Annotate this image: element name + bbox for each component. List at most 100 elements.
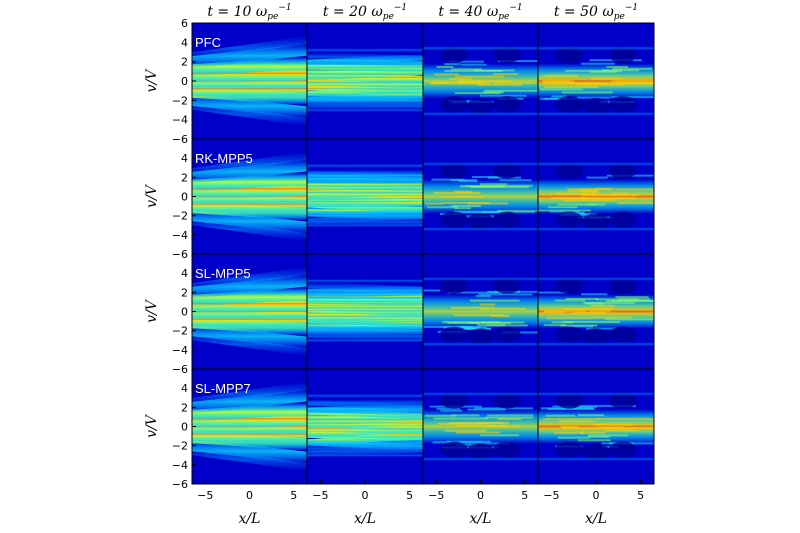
heatmap-panel — [422, 368, 539, 485]
phase-space-hole — [493, 441, 521, 458]
turbulent-band — [423, 405, 538, 449]
filament — [307, 453, 423, 458]
filament — [573, 406, 597, 409]
filament — [581, 293, 608, 296]
phase-space-hole — [582, 213, 610, 230]
filament — [449, 326, 487, 329]
turbulent-band — [538, 404, 654, 448]
filament — [538, 391, 654, 396]
filament — [538, 342, 654, 347]
filament — [589, 310, 611, 313]
filament — [553, 431, 584, 434]
filament — [456, 443, 477, 446]
filament — [538, 161, 654, 166]
filament — [477, 83, 522, 86]
filament — [423, 457, 538, 462]
filament — [543, 311, 565, 314]
y-tick-label: 4 — [181, 36, 188, 49]
filament — [451, 68, 483, 71]
filament — [547, 206, 578, 209]
filament — [587, 203, 606, 206]
method-label: PFC — [195, 35, 221, 50]
phase-space-hole — [493, 46, 521, 64]
filament — [560, 324, 598, 327]
filament — [436, 407, 460, 410]
filament — [487, 324, 528, 327]
filament — [554, 299, 586, 302]
beam-stripe — [192, 266, 307, 292]
filament — [540, 88, 583, 91]
y-tick-label: −2 — [172, 325, 188, 338]
y-axis-label: v/V — [144, 298, 160, 323]
beam-stripe — [192, 274, 307, 299]
filament — [555, 192, 597, 195]
filament — [542, 418, 598, 421]
x-tick-label: 5 — [637, 489, 644, 502]
filament — [441, 202, 490, 205]
method-label: SL-MPP7 — [195, 381, 251, 396]
filament — [580, 62, 615, 65]
x-axis-label: x/L — [354, 511, 376, 527]
filament — [578, 414, 604, 417]
y-tick-label: 0 — [181, 421, 188, 434]
filament — [616, 188, 654, 191]
filament — [433, 417, 488, 420]
phase-space-hole — [493, 162, 521, 179]
filament — [485, 416, 534, 419]
phase-space-hole — [608, 96, 637, 113]
filament — [605, 318, 654, 321]
turbulent-band — [423, 289, 538, 334]
filament — [591, 304, 615, 307]
filament — [497, 418, 522, 421]
filament — [450, 306, 495, 309]
filament — [589, 70, 617, 73]
filament — [449, 77, 472, 80]
filament — [588, 435, 610, 438]
phase-space-hole — [608, 46, 637, 64]
phase-space-hole — [608, 162, 637, 179]
filament — [479, 183, 508, 186]
filament — [307, 48, 423, 53]
filament — [432, 441, 456, 444]
filament — [487, 425, 522, 428]
turbulent-band — [538, 291, 654, 330]
filament — [561, 426, 620, 429]
filament — [455, 431, 501, 434]
filament — [451, 204, 481, 207]
y-tick-label: 0 — [181, 306, 188, 319]
filament — [440, 409, 463, 412]
filament — [479, 434, 519, 437]
filament — [427, 206, 458, 209]
y-tick-label: −4 — [172, 344, 188, 357]
phase-space-hole — [440, 392, 468, 409]
heatmap-panel — [306, 253, 424, 370]
y-tick-label: 4 — [181, 267, 188, 280]
y-tick-label: 0 — [181, 75, 188, 88]
turbulent-band — [423, 60, 538, 103]
filament — [606, 65, 629, 68]
filament — [307, 281, 423, 293]
filament — [475, 294, 492, 297]
phase-space-hole — [555, 211, 584, 228]
filament — [590, 77, 624, 80]
filament — [596, 426, 625, 429]
filament — [547, 407, 595, 410]
filament — [577, 439, 612, 442]
beam-stripe — [192, 324, 307, 349]
filament — [579, 197, 636, 200]
filament — [544, 310, 587, 313]
beam-stripe — [192, 446, 307, 472]
filament — [604, 429, 639, 432]
filament — [558, 436, 590, 439]
filament — [544, 82, 603, 85]
y-tick-label: 0 — [181, 191, 188, 204]
heatmap-panel — [191, 138, 308, 255]
method-label: SL-MPP5 — [195, 266, 251, 281]
filament — [538, 291, 568, 294]
filament — [307, 278, 423, 283]
y-tick-label: 4 — [181, 382, 188, 395]
beam-stripe — [192, 381, 307, 407]
filament — [451, 414, 480, 417]
phase-space-hole — [440, 441, 468, 458]
turbulent-band — [538, 174, 654, 219]
